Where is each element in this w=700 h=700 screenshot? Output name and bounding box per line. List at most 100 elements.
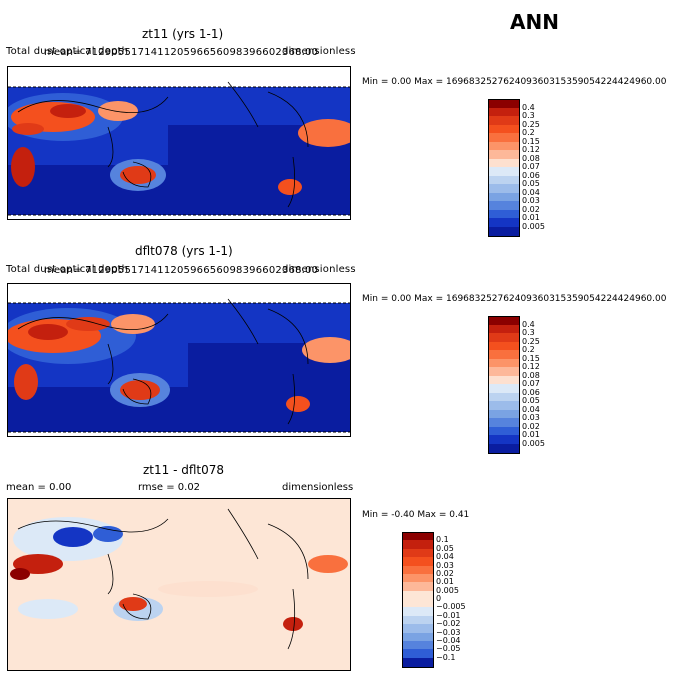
colorbar-tick-label: −0.01 bbox=[436, 610, 461, 620]
colorbar-swatch bbox=[488, 150, 520, 159]
panel-3-map-svg bbox=[8, 499, 350, 670]
colorbar-tick-label: 0.25 bbox=[522, 119, 540, 129]
colorbar-tick-label: 0 bbox=[436, 594, 442, 603]
colorbar-tick-label: 0.02 bbox=[522, 204, 540, 214]
colorbar-tick-label: 0.4 bbox=[522, 102, 535, 112]
colorbar-swatch bbox=[488, 209, 520, 219]
panel-3-units: dimensionless bbox=[282, 482, 354, 493]
colorbar-swatch bbox=[488, 107, 520, 117]
colorbar-swatch bbox=[488, 426, 520, 436]
colorbar-swatch bbox=[488, 201, 520, 210]
panel-3-map bbox=[7, 498, 351, 671]
colorbar-swatch bbox=[488, 226, 520, 237]
colorbar-tick-label: −0.005 bbox=[436, 602, 466, 612]
colorbar-swatch bbox=[488, 333, 520, 342]
colorbar-tick-label: 0.04 bbox=[522, 404, 540, 414]
colorbar-swatch bbox=[488, 316, 520, 326]
panel-2-title: dflt078 (yrs 1-1) bbox=[135, 244, 233, 258]
colorbar-tick-label: −0.05 bbox=[436, 644, 461, 654]
colorbar-tick-label: 0.04 bbox=[436, 552, 454, 562]
colorbar-swatch bbox=[488, 218, 520, 227]
colorbar-tick-label: 0.02 bbox=[436, 568, 454, 578]
colorbar-tick-label: 0.005 bbox=[436, 585, 459, 595]
colorbar-swatch bbox=[488, 341, 520, 351]
colorbar-tick-label: 0.005 bbox=[522, 438, 545, 448]
colorbar-swatch bbox=[402, 615, 434, 625]
colorbar-swatch bbox=[402, 573, 434, 583]
colorbar-tick-label: 0.06 bbox=[522, 387, 540, 397]
colorbar-swatch bbox=[488, 350, 520, 359]
colorbar-swatch bbox=[402, 632, 434, 642]
colorbar-swatch bbox=[488, 401, 520, 410]
colorbar-tick-label: 0.1 bbox=[436, 535, 449, 545]
colorbar-tick-label: 0.01 bbox=[436, 577, 454, 587]
colorbar-swatch bbox=[488, 375, 520, 385]
panel-3-title: zt11 - dflt078 bbox=[143, 463, 225, 477]
colorbar-swatch bbox=[488, 133, 520, 142]
panel-2-units: dimensionless bbox=[282, 264, 356, 275]
colorbar-tick-label: −0.04 bbox=[436, 635, 461, 645]
colorbar-tick-label: 0.06 bbox=[522, 170, 540, 180]
colorbar-swatch bbox=[402, 599, 434, 608]
colorbar-tick-label: 0.08 bbox=[522, 153, 540, 163]
colorbar-swatch bbox=[488, 392, 520, 402]
panel-3-colorbar: 0.1 0.05 0.04 0.03 0.02 0.01 0.005 0 −0.005 −0.01… bbox=[402, 532, 522, 668]
panel-1-colorbar: 0.4 0.3 0.25 0.2 0.15 0.12 0.08 0.07 0.06 0.05 0.0… bbox=[488, 99, 608, 237]
panel-1-mean: mean= 712905517141120596656098396602368.… bbox=[44, 47, 319, 58]
panel-2-colorbar: 0.4 0.3 0.25 0.2 0.15 0.12 0.08 0.07 0.06 0.05 0.0… bbox=[488, 316, 608, 454]
colorbar-tick-label: 0.03 bbox=[522, 196, 540, 205]
colorbar-swatch bbox=[402, 540, 434, 550]
panel-1-units: dimensionless bbox=[282, 46, 356, 57]
panel-1-minmax: Min = 0.00 Max = 16968325276240936031535… bbox=[362, 77, 667, 87]
colorbar-tick-label: 0.03 bbox=[522, 413, 540, 422]
colorbar-swatch bbox=[488, 435, 520, 444]
colorbar-tick-label: 0.07 bbox=[522, 379, 540, 388]
colorbar-swatch bbox=[488, 158, 520, 168]
panel-1-map bbox=[7, 66, 351, 220]
colorbar-tick-label: 0.005 bbox=[522, 221, 545, 231]
colorbar-tick-label: −0.1 bbox=[436, 652, 456, 662]
colorbar-tick-label: 0.15 bbox=[522, 353, 540, 363]
colorbar-swatch bbox=[488, 124, 520, 134]
colorbar-tick-label: 0.05 bbox=[522, 179, 540, 188]
colorbar-swatch bbox=[488, 99, 520, 109]
panel-3-minmax: Min = -0.40 Max = 0.41 bbox=[362, 510, 470, 520]
colorbar-swatch bbox=[488, 167, 520, 176]
colorbar-swatch bbox=[402, 565, 434, 575]
colorbar-swatch bbox=[402, 657, 434, 668]
colorbar-swatch bbox=[402, 590, 434, 600]
colorbar-swatch bbox=[402, 582, 434, 592]
colorbar-swatch bbox=[402, 640, 434, 650]
panel-2-map bbox=[7, 283, 351, 437]
colorbar-swatch bbox=[402, 607, 434, 617]
panel-2-mean: mean= 712905517141120596656098396602368.… bbox=[44, 265, 319, 276]
colorbar-tick-label: 0.02 bbox=[522, 421, 540, 431]
colorbar-tick-label: 0.05 bbox=[436, 543, 454, 553]
colorbar-tick-label: 0.12 bbox=[522, 362, 540, 371]
colorbar-tick-label: 0.25 bbox=[522, 336, 540, 346]
colorbar-tick-label: 0.3 bbox=[522, 328, 535, 337]
colorbar-tick-label: 0.2 bbox=[522, 345, 535, 354]
colorbar-swatch bbox=[488, 418, 520, 427]
colorbar-tick-label: −0.02 bbox=[436, 619, 461, 629]
colorbar-tick-label: 0.05 bbox=[522, 396, 540, 405]
colorbar-swatch bbox=[402, 548, 434, 558]
panel-2-map-svg bbox=[8, 284, 350, 436]
colorbar-swatch bbox=[488, 443, 520, 454]
colorbar-swatch bbox=[488, 384, 520, 393]
colorbar-tick-label: 0.04 bbox=[522, 187, 540, 197]
colorbar-tick-label: 0.01 bbox=[522, 430, 540, 439]
panel-1-variable-label: Total dust optical depth bbox=[6, 46, 129, 57]
panel-2-minmax: Min = 0.00 Max = 16968325276240936031535… bbox=[362, 294, 667, 304]
colorbar-tick-label: 0.15 bbox=[522, 136, 540, 146]
colorbar-swatch bbox=[402, 532, 434, 542]
colorbar-tick-label: 0.4 bbox=[522, 319, 535, 329]
colorbar-swatch bbox=[402, 557, 434, 566]
colorbar-swatch bbox=[488, 409, 520, 419]
colorbar-tick-label: −0.03 bbox=[436, 627, 461, 637]
colorbar-tick-label: 0.08 bbox=[522, 370, 540, 380]
colorbar-swatch bbox=[488, 367, 520, 376]
colorbar-swatch bbox=[488, 192, 520, 202]
colorbar-tick-label: 0.2 bbox=[522, 128, 535, 137]
panel-1-map-svg bbox=[8, 67, 350, 219]
